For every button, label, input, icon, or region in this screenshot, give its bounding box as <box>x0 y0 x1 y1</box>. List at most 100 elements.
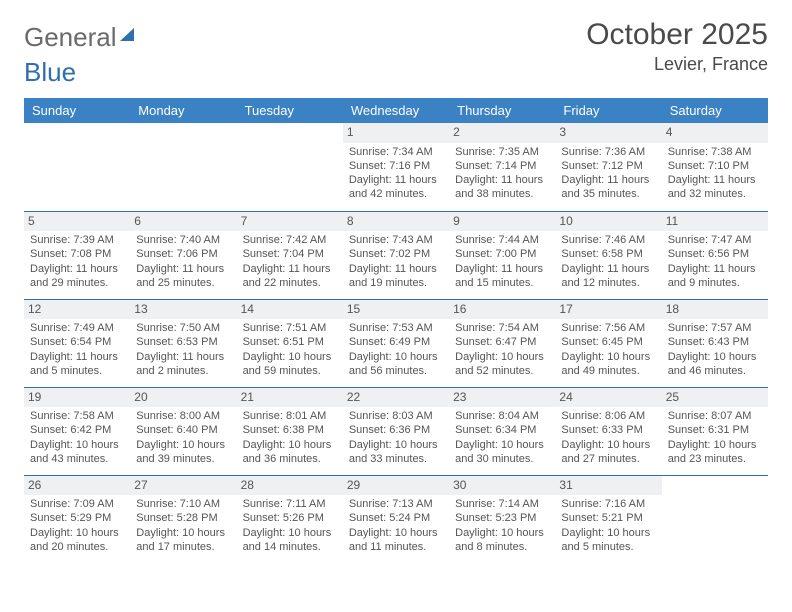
daylight1-text: Daylight: 10 hours <box>349 350 445 364</box>
sunset-text: Sunset: 6:49 PM <box>349 335 445 349</box>
day-number: 15 <box>343 300 449 320</box>
sunset-text: Sunset: 7:12 PM <box>561 159 657 173</box>
title-block: October 2025 Levier, France <box>586 18 768 75</box>
logo-sail-icon <box>119 26 137 44</box>
calendar-cell: 20Sunrise: 8:00 AMSunset: 6:40 PMDayligh… <box>130 387 236 475</box>
sunset-text: Sunset: 5:28 PM <box>136 511 232 525</box>
calendar-cell: 12Sunrise: 7:49 AMSunset: 6:54 PMDayligh… <box>24 299 130 387</box>
day-number: 5 <box>24 212 130 232</box>
sunset-text: Sunset: 6:42 PM <box>30 423 126 437</box>
daylight1-text: Daylight: 11 hours <box>668 173 764 187</box>
daylight1-text: Daylight: 10 hours <box>561 438 657 452</box>
sunset-text: Sunset: 6:56 PM <box>668 247 764 261</box>
calendar-cell: 15Sunrise: 7:53 AMSunset: 6:49 PMDayligh… <box>343 299 449 387</box>
daylight1-text: Daylight: 10 hours <box>668 350 764 364</box>
calendar-cell: 29Sunrise: 7:13 AMSunset: 5:24 PMDayligh… <box>343 475 449 563</box>
daylight1-text: Daylight: 10 hours <box>243 350 339 364</box>
daylight1-text: Daylight: 10 hours <box>349 526 445 540</box>
sunrise-text: Sunrise: 7:50 AM <box>136 321 232 335</box>
daylight1-text: Daylight: 10 hours <box>668 438 764 452</box>
sunrise-text: Sunrise: 7:57 AM <box>668 321 764 335</box>
calendar-body: ...1Sunrise: 7:34 AMSunset: 7:16 PMDayli… <box>24 123 768 563</box>
day-number: 6 <box>130 212 236 232</box>
daylight2-text: and 2 minutes. <box>136 364 232 378</box>
daylight2-text: and 27 minutes. <box>561 452 657 466</box>
daylight2-text: and 52 minutes. <box>455 364 551 378</box>
sunrise-text: Sunrise: 8:00 AM <box>136 409 232 423</box>
day-number: 27 <box>130 476 236 496</box>
day-number: 11 <box>662 212 768 232</box>
sunset-text: Sunset: 6:58 PM <box>561 247 657 261</box>
daylight1-text: Daylight: 10 hours <box>561 350 657 364</box>
day-number: 25 <box>662 388 768 408</box>
sunset-text: Sunset: 6:31 PM <box>668 423 764 437</box>
sunset-text: Sunset: 6:40 PM <box>136 423 232 437</box>
daylight2-text: and 9 minutes. <box>668 276 764 290</box>
day-number: 18 <box>662 300 768 320</box>
sunrise-text: Sunrise: 7:09 AM <box>30 497 126 511</box>
sunset-text: Sunset: 6:47 PM <box>455 335 551 349</box>
calendar-cell: 9Sunrise: 7:44 AMSunset: 7:00 PMDaylight… <box>449 211 555 299</box>
calendar-cell: 5Sunrise: 7:39 AMSunset: 7:08 PMDaylight… <box>24 211 130 299</box>
day-number: 13 <box>130 300 236 320</box>
daylight2-text: and 46 minutes. <box>668 364 764 378</box>
calendar-table: SundayMondayTuesdayWednesdayThursdayFrid… <box>24 98 768 563</box>
daylight1-text: Daylight: 10 hours <box>30 526 126 540</box>
calendar-cell: 13Sunrise: 7:50 AMSunset: 6:53 PMDayligh… <box>130 299 236 387</box>
daylight1-text: Daylight: 11 hours <box>136 350 232 364</box>
calendar-cell: 11Sunrise: 7:47 AMSunset: 6:56 PMDayligh… <box>662 211 768 299</box>
sunrise-text: Sunrise: 7:56 AM <box>561 321 657 335</box>
calendar-cell: 28Sunrise: 7:11 AMSunset: 5:26 PMDayligh… <box>237 475 343 563</box>
daylight1-text: Daylight: 11 hours <box>455 173 551 187</box>
day-number: 19 <box>24 388 130 408</box>
sunrise-text: Sunrise: 7:47 AM <box>668 233 764 247</box>
logo-word-2: Blue <box>24 57 76 87</box>
sunrise-text: Sunrise: 7:44 AM <box>455 233 551 247</box>
calendar-cell: 19Sunrise: 7:58 AMSunset: 6:42 PMDayligh… <box>24 387 130 475</box>
daylight2-text: and 17 minutes. <box>136 540 232 554</box>
sunset-text: Sunset: 6:34 PM <box>455 423 551 437</box>
calendar-cell: 7Sunrise: 7:42 AMSunset: 7:04 PMDaylight… <box>237 211 343 299</box>
logo-word-1: General <box>24 22 117 53</box>
day-number: 23 <box>449 388 555 408</box>
day-number: 1 <box>343 123 449 143</box>
daylight2-text: and 22 minutes. <box>243 276 339 290</box>
calendar-cell: . <box>662 475 768 563</box>
sunset-text: Sunset: 6:45 PM <box>561 335 657 349</box>
calendar-row: ...1Sunrise: 7:34 AMSunset: 7:16 PMDayli… <box>24 123 768 211</box>
daylight1-text: Daylight: 11 hours <box>136 262 232 276</box>
daylight1-text: Daylight: 10 hours <box>30 438 126 452</box>
day-number: 24 <box>555 388 661 408</box>
daylight2-text: and 30 minutes. <box>455 452 551 466</box>
day-number: 16 <box>449 300 555 320</box>
sunrise-text: Sunrise: 7:35 AM <box>455 145 551 159</box>
sunrise-text: Sunrise: 8:03 AM <box>349 409 445 423</box>
sunrise-text: Sunrise: 7:51 AM <box>243 321 339 335</box>
sunrise-text: Sunrise: 8:07 AM <box>668 409 764 423</box>
calendar-head: SundayMondayTuesdayWednesdayThursdayFrid… <box>24 98 768 123</box>
sunset-text: Sunset: 7:06 PM <box>136 247 232 261</box>
daylight2-text: and 23 minutes. <box>668 452 764 466</box>
sunset-text: Sunset: 5:24 PM <box>349 511 445 525</box>
calendar-cell: 25Sunrise: 8:07 AMSunset: 6:31 PMDayligh… <box>662 387 768 475</box>
sunrise-text: Sunrise: 7:36 AM <box>561 145 657 159</box>
daylight2-text: and 20 minutes. <box>30 540 126 554</box>
sunrise-text: Sunrise: 7:53 AM <box>349 321 445 335</box>
calendar-row: 26Sunrise: 7:09 AMSunset: 5:29 PMDayligh… <box>24 475 768 563</box>
sunset-text: Sunset: 7:02 PM <box>349 247 445 261</box>
sunrise-text: Sunrise: 7:46 AM <box>561 233 657 247</box>
daylight1-text: Daylight: 10 hours <box>136 438 232 452</box>
day-number: 4 <box>662 123 768 143</box>
daylight1-text: Daylight: 11 hours <box>243 262 339 276</box>
daylight2-text: and 33 minutes. <box>349 452 445 466</box>
day-number: 12 <box>24 300 130 320</box>
location: Levier, France <box>586 54 768 75</box>
daylight1-text: Daylight: 11 hours <box>349 173 445 187</box>
day-number: 10 <box>555 212 661 232</box>
sunset-text: Sunset: 6:33 PM <box>561 423 657 437</box>
calendar-cell: 21Sunrise: 8:01 AMSunset: 6:38 PMDayligh… <box>237 387 343 475</box>
weekday-header: Wednesday <box>343 98 449 123</box>
daylight2-text: and 29 minutes. <box>30 276 126 290</box>
daylight2-text: and 35 minutes. <box>561 187 657 201</box>
sunset-text: Sunset: 7:10 PM <box>668 159 764 173</box>
